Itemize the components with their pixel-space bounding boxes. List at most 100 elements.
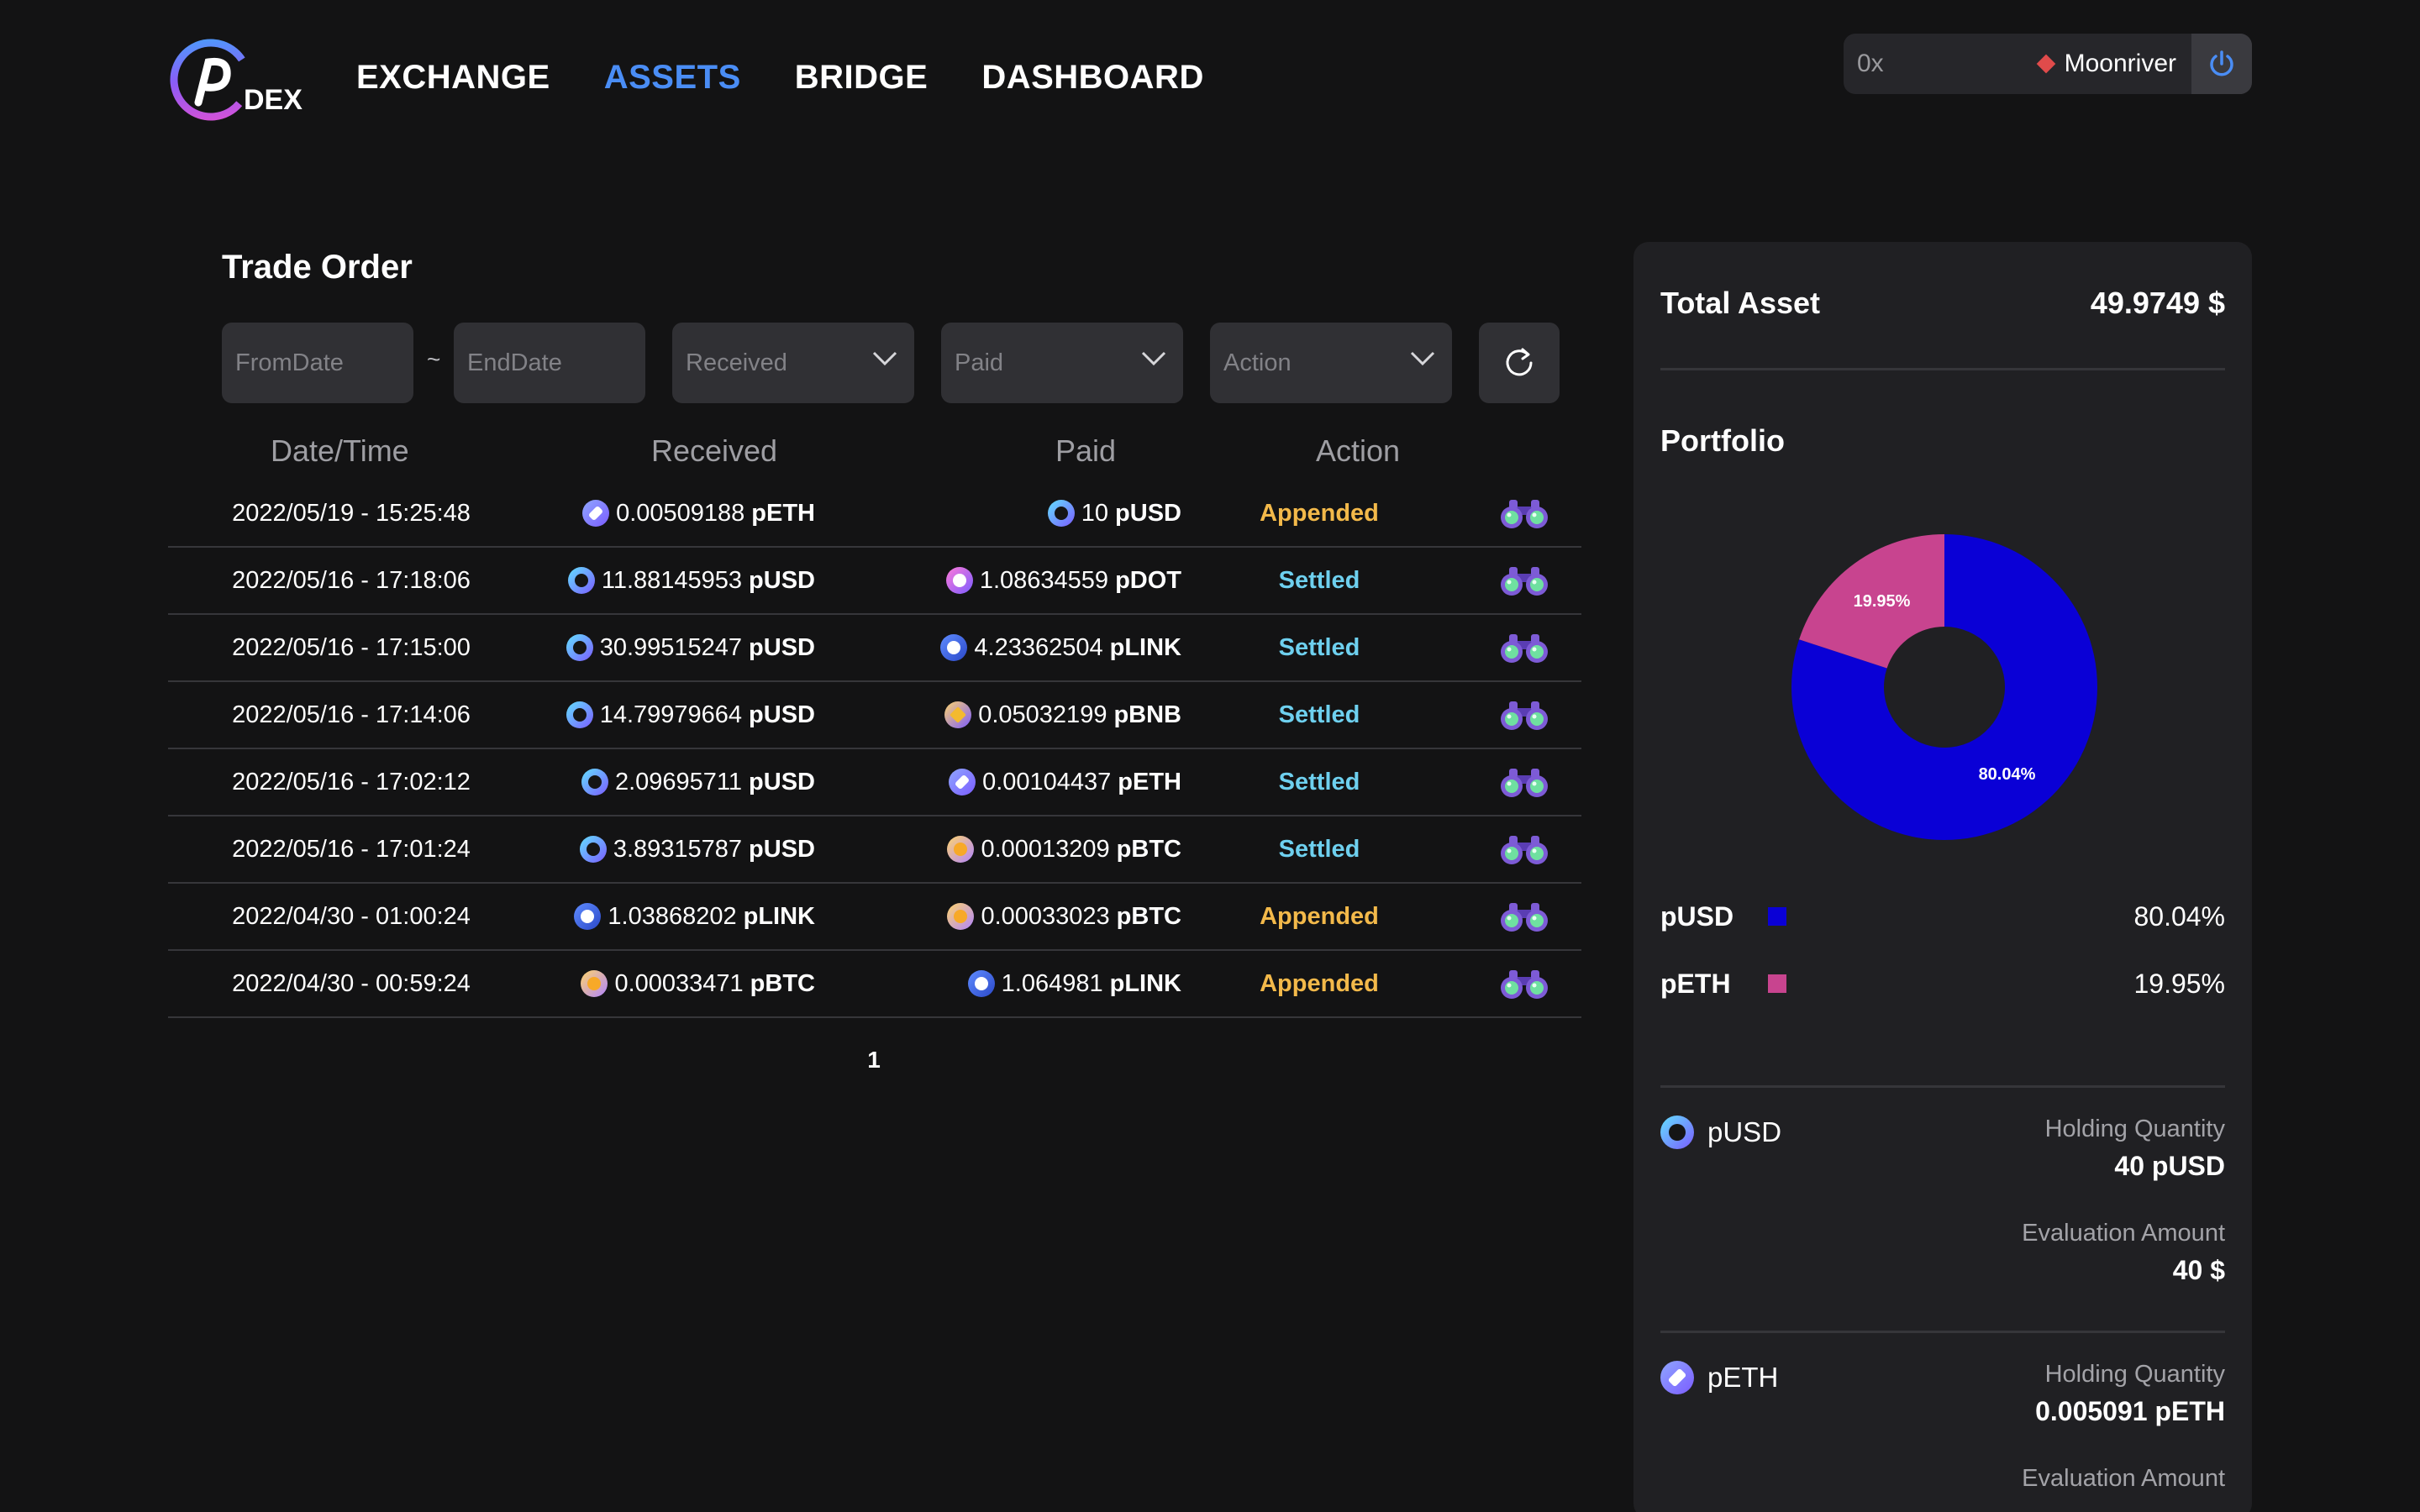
- nav-bridge[interactable]: BRIDGE: [794, 59, 929, 96]
- plink-token-icon: [574, 903, 602, 930]
- received-token: pUSD: [749, 566, 815, 594]
- paid-token: pBTC: [1116, 835, 1181, 863]
- evaluation-amount-label: Evaluation Amount: [2022, 1220, 2225, 1247]
- binoculars-icon: [1501, 701, 1548, 730]
- holding-peth: pETH Holding Quantity 0.005091 pETH Eval…: [1660, 1361, 2225, 1512]
- plink-token-icon: [940, 634, 968, 661]
- action-select[interactable]: Action: [1210, 323, 1452, 403]
- paid-amount: 10: [1081, 499, 1109, 527]
- paid-token: pLINK: [1109, 969, 1181, 997]
- cell-received: 0.00033471 pBTC: [581, 951, 815, 1016]
- binoculars-icon: [1501, 769, 1548, 797]
- col-received[interactable]: Received: [651, 433, 778, 468]
- paid-amount: 1.08634559: [979, 566, 1109, 594]
- table-row: 2022/05/19 - 15:25:48 0.00509188 pETH 10 pUS…: [168, 480, 1581, 548]
- col-paid[interactable]: Paid: [1055, 433, 1117, 468]
- paid-amount: 0.00033023: [981, 902, 1110, 930]
- pagination-page[interactable]: 1: [867, 1047, 881, 1073]
- paid-token: pBTC: [1116, 902, 1181, 930]
- power-icon: [2210, 50, 2233, 76]
- paid-token: pLINK: [1109, 633, 1181, 661]
- dex-logo[interactable]: DEX: [165, 34, 309, 126]
- chevron-down-icon: [872, 351, 897, 366]
- from-date-input[interactable]: FromDate: [222, 323, 413, 403]
- view-order-button[interactable]: [1494, 615, 1555, 680]
- view-order-button[interactable]: [1494, 816, 1555, 882]
- received-token: pUSD: [749, 701, 815, 728]
- wallet-address[interactable]: 0x: [1857, 50, 1884, 77]
- legend-pct: 80.04%: [2133, 900, 2225, 932]
- view-order-button[interactable]: [1494, 548, 1555, 613]
- cell-action-status: Appended: [1260, 969, 1379, 997]
- received-amount: 30.99515247: [599, 633, 743, 661]
- received-select[interactable]: Received: [672, 323, 914, 403]
- pusd-token-icon: [581, 769, 608, 795]
- plink-token-icon: [967, 970, 995, 997]
- cell-date: 2022/05/16 - 17:01:24: [232, 835, 471, 863]
- nav-dashboard[interactable]: DASHBOARD: [981, 59, 1204, 96]
- holding-quantity-label: Holding Quantity: [2044, 1361, 2225, 1388]
- pusd-token-icon: [1660, 1116, 1694, 1149]
- holding-quantity-value: 0.005091 pETH: [2035, 1396, 2225, 1426]
- cell-received: 11.88145953 pUSD: [567, 548, 815, 613]
- cell-received: 0.00509188 pETH: [582, 480, 815, 546]
- peth-token-icon: [582, 500, 610, 527]
- legend-item-pusd: pUSD 80.04%: [1660, 895, 2225, 937]
- cell-date: 2022/05/16 - 17:02:12: [232, 768, 471, 795]
- refresh-button[interactable]: [1479, 323, 1560, 403]
- cell-paid: 1.064981 pLINK: [967, 951, 1181, 1016]
- table-row: 2022/04/30 - 01:00:24 1.03868202 pLINK 0.00…: [168, 884, 1581, 951]
- cell-paid: 0.05032199 pBNB: [944, 682, 1181, 748]
- trade-order-table: 2022/05/19 - 15:25:48 0.00509188 pETH 10 pUS…: [168, 480, 1581, 1018]
- received-token: pUSD: [749, 633, 815, 661]
- cell-action-status: Settled: [1278, 835, 1360, 863]
- asset-panel: Total Asset 49.9749 $ Portfolio 80.04% 19…: [1634, 242, 2252, 1512]
- cell-action-status: Settled: [1278, 701, 1360, 728]
- portfolio-title: Portfolio: [1660, 423, 1785, 458]
- pie-slice-peth[interactable]: [1799, 534, 1944, 669]
- view-order-button[interactable]: [1494, 884, 1555, 949]
- legend-pct: 19.95%: [2133, 968, 2225, 999]
- received-token: pUSD: [749, 835, 815, 863]
- table-row: 2022/05/16 - 17:18:06 11.88145953 pUSD 1.08…: [168, 548, 1581, 615]
- received-amount: 14.79979664: [599, 701, 743, 728]
- trade-order-title: Trade Order: [222, 249, 413, 286]
- end-date-input[interactable]: EndDate: [454, 323, 645, 403]
- disconnect-button[interactable]: [2191, 34, 2252, 94]
- paid-amount: 1.064981: [1001, 969, 1103, 997]
- nav-assets[interactable]: ASSETS: [603, 59, 741, 96]
- col-date[interactable]: Date/Time: [271, 433, 409, 468]
- holding-token: pETH: [1660, 1361, 1778, 1394]
- network-selector[interactable]: Moonriver: [2012, 50, 2191, 78]
- peth-token-icon: [949, 769, 976, 795]
- binoculars-icon: [1501, 634, 1548, 663]
- paid-amount: 0.00013209: [981, 835, 1110, 863]
- received-amount: 0.00509188: [616, 499, 745, 527]
- nav-exchange[interactable]: EXCHANGE: [356, 59, 550, 96]
- evaluation-amount-label: Evaluation Amount: [2022, 1465, 2225, 1492]
- cell-paid: 0.00013209 pBTC: [947, 816, 1181, 882]
- divider: [1660, 1085, 2225, 1088]
- received-token: pLINK: [743, 902, 815, 930]
- view-order-button[interactable]: [1494, 682, 1555, 748]
- paid-select-label: Paid: [955, 349, 1004, 376]
- received-amount: 11.88145953: [601, 566, 743, 594]
- cell-action-status: Appended: [1260, 499, 1379, 527]
- table-row: 2022/05/16 - 17:01:24 3.89315787 pUSD 0.000…: [168, 816, 1581, 884]
- paid-token: pETH: [1118, 768, 1181, 795]
- col-action[interactable]: Action: [1316, 433, 1401, 468]
- paid-select[interactable]: Paid: [941, 323, 1183, 403]
- cell-date: 2022/05/19 - 15:25:48: [232, 499, 471, 527]
- legend-name: pUSD: [1660, 900, 1734, 932]
- logo-text: DEX: [244, 84, 302, 116]
- cell-paid: 4.23362504 pLINK: [940, 615, 1181, 680]
- received-amount: 2.09695711: [614, 768, 743, 795]
- pie-slice-pusd[interactable]: [1791, 534, 2097, 840]
- pusd-token-icon: [1047, 500, 1075, 527]
- total-asset-label: Total Asset: [1660, 286, 1821, 320]
- view-order-button[interactable]: [1494, 480, 1555, 546]
- cell-paid: 10 pUSD: [1047, 480, 1181, 546]
- view-order-button[interactable]: [1494, 749, 1555, 815]
- holding-quantity-value: 40 pUSD: [2114, 1151, 2225, 1181]
- view-order-button[interactable]: [1494, 951, 1555, 1016]
